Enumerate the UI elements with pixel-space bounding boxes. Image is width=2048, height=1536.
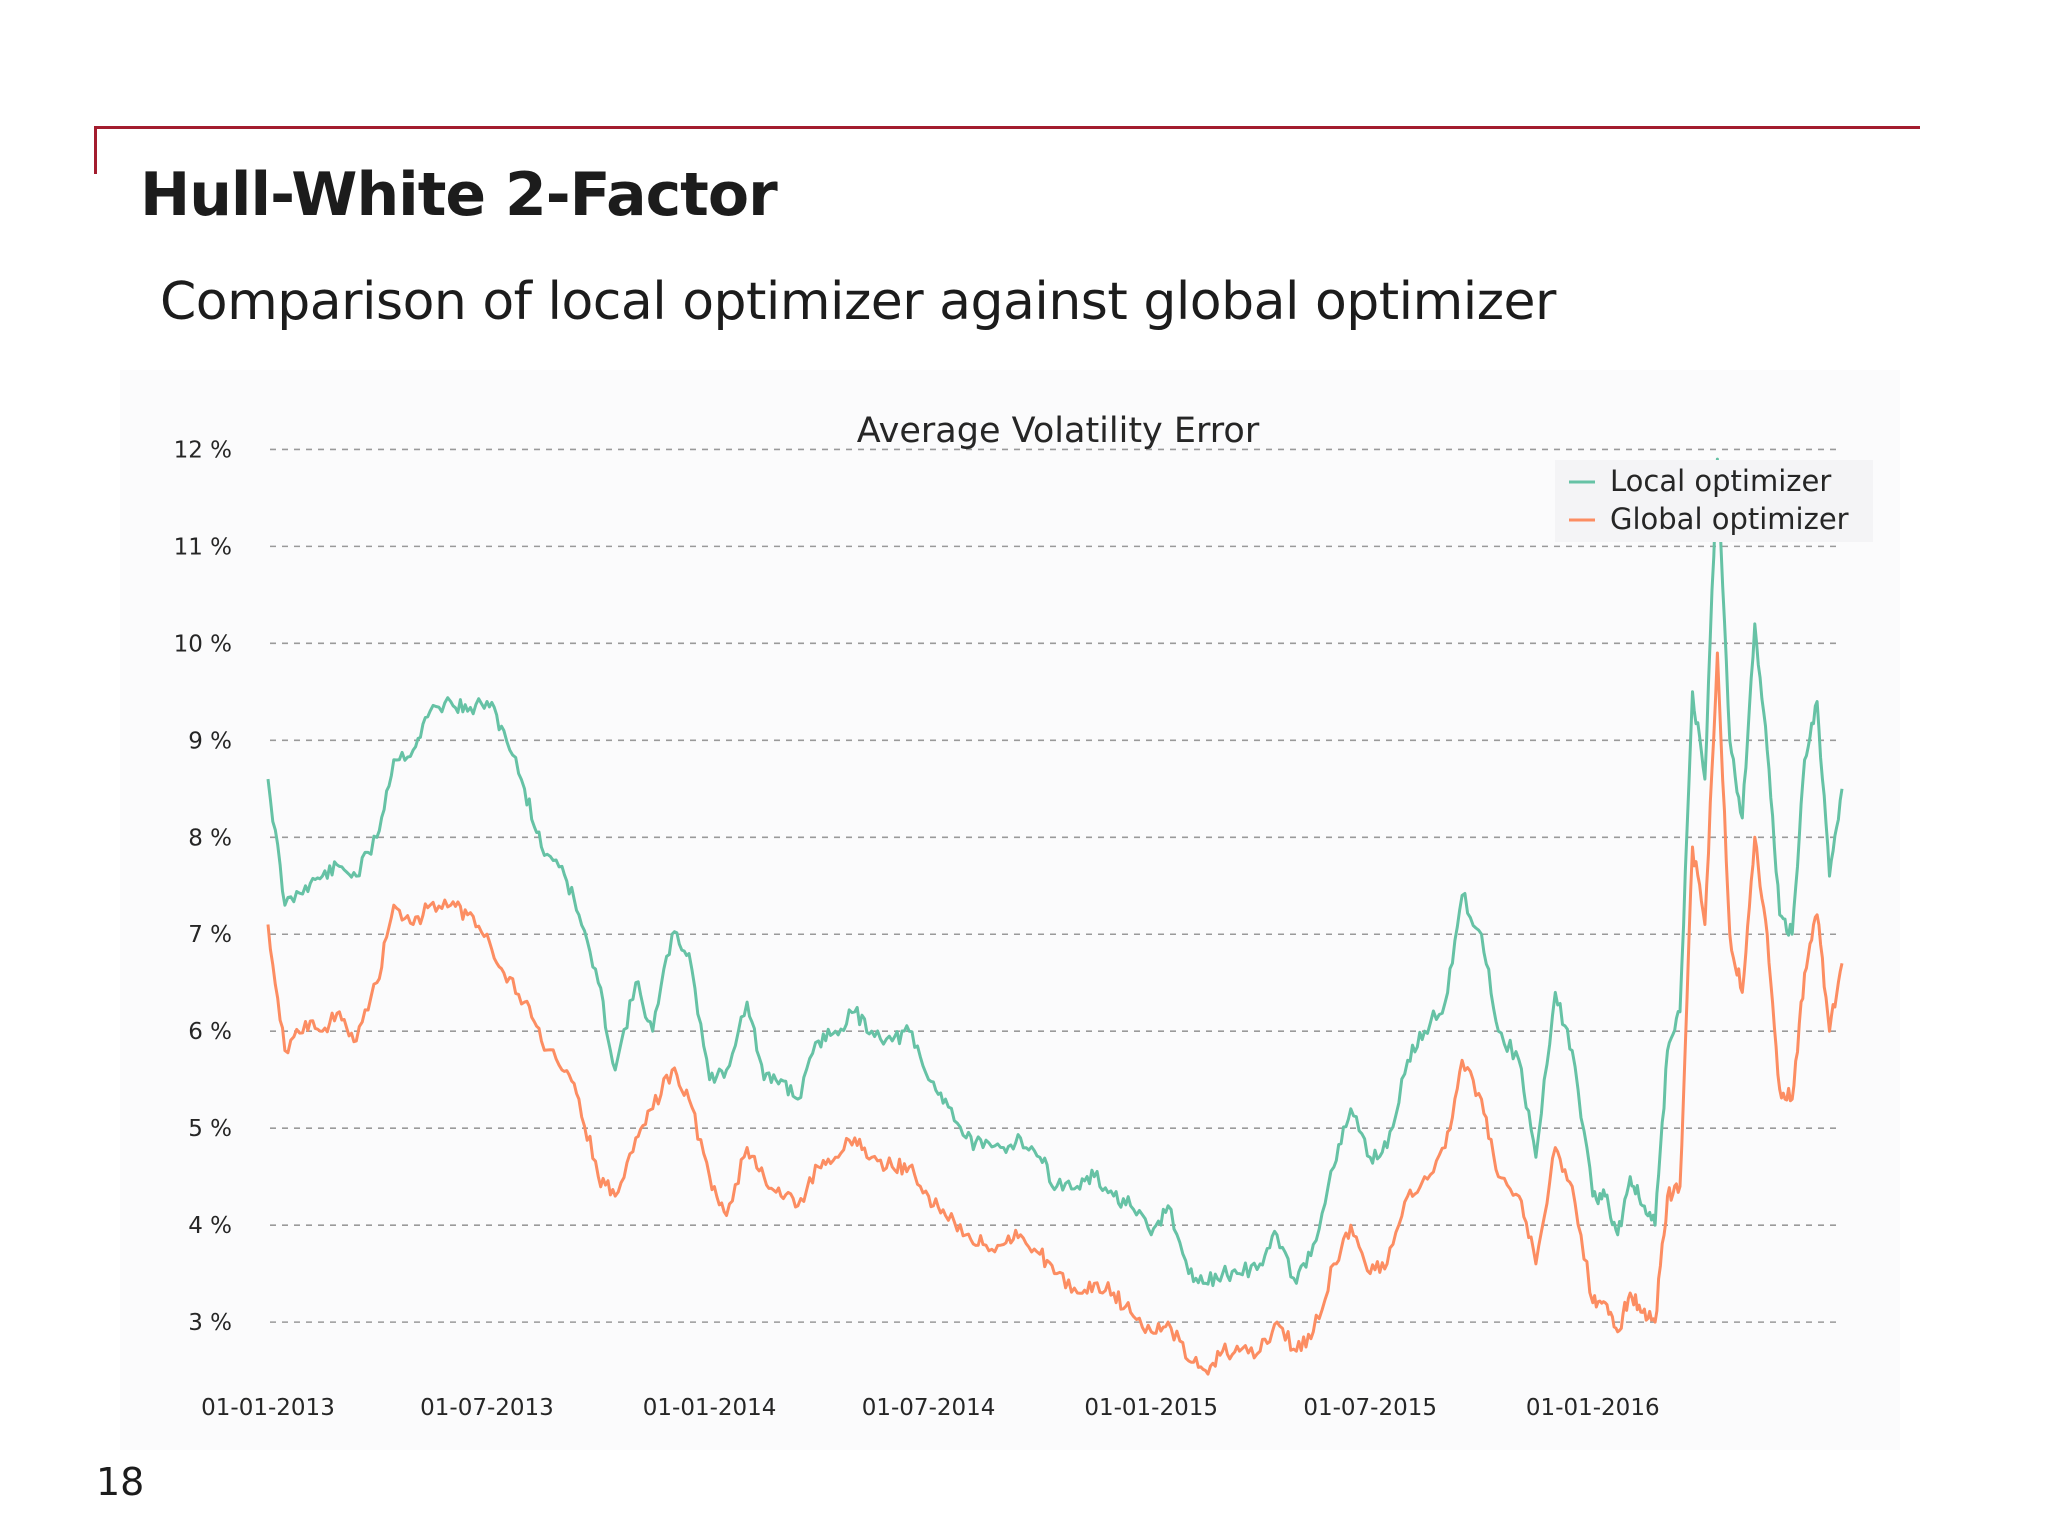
volatility-error-chart: 3 % 4 % 5 % 6 % 7 % 8 % 9 % 10 % 11 % 12 % 01-01-2… <box>174 411 1873 1421</box>
legend-label: Global optimizer <box>1610 502 1849 536</box>
y-tick-label: 7 % <box>188 922 232 948</box>
slide-subtitle: Comparison of local optimizer against gl… <box>160 272 1556 332</box>
x-tick-label: 01-01-2016 <box>1526 1395 1660 1421</box>
y-tick-label: 10 % <box>174 631 232 657</box>
y-tick-label: 4 % <box>188 1213 232 1239</box>
legend-box <box>1555 460 1873 542</box>
x-tick-label: 01-01-2015 <box>1084 1395 1218 1421</box>
y-tick-label: 3 % <box>188 1310 232 1336</box>
y-tick-label: 5 % <box>188 1116 232 1142</box>
series-line-global-optimizer <box>266 651 1844 1376</box>
y-tick-label: 6 % <box>188 1019 232 1045</box>
chart-panel: 3 % 4 % 5 % 6 % 7 % 8 % 9 % 10 % 11 % 12 % 01-01-2… <box>120 370 1900 1450</box>
page-number: 18 <box>96 1460 145 1504</box>
y-tick-label: 12 % <box>174 437 232 463</box>
slide-title: Hull-White 2-Factor <box>140 160 778 230</box>
title-rule <box>94 126 1920 129</box>
x-tick-label: 01-01-2013 <box>201 1395 335 1421</box>
axis-layer: 3 % 4 % 5 % 6 % 7 % 8 % 9 % 10 % 11 % 12 % 01-01-2… <box>174 437 1660 1421</box>
y-tick-label: 8 % <box>188 825 232 851</box>
chart-title: Average Volatility Error <box>857 411 1260 451</box>
legend-label: Local optimizer <box>1610 464 1831 498</box>
y-tick-label: 11 % <box>174 534 232 560</box>
series-layer <box>266 457 1844 1376</box>
x-tick-label: 01-01-2014 <box>643 1395 777 1421</box>
x-tick-label: 01-07-2015 <box>1303 1395 1437 1421</box>
title-rule-tick <box>94 126 97 174</box>
x-tick-label: 01-07-2014 <box>862 1395 996 1421</box>
chart-legend: Local optimizer Global optimizer <box>1555 460 1873 542</box>
series-line-local-optimizer <box>266 457 1844 1288</box>
x-tick-label: 01-07-2013 <box>420 1395 554 1421</box>
y-tick-label: 9 % <box>188 728 232 754</box>
